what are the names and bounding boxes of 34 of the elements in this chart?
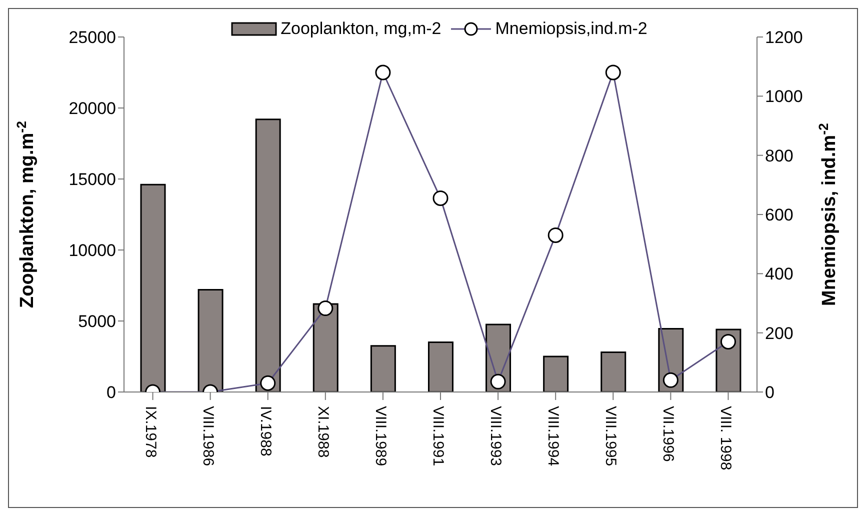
y2-tick-label: 1000 [765, 87, 803, 106]
bar [370, 345, 396, 392]
bar [140, 184, 166, 392]
y-tick-label: 10000 [68, 241, 116, 260]
bar [543, 356, 569, 392]
y2-tick-label: 1200 [765, 28, 803, 48]
x-tick-label: VIII.1991 [430, 406, 446, 466]
y2-tick-label: 600 [765, 206, 794, 225]
y2-tick-label: 0 [765, 383, 774, 402]
bar [198, 289, 224, 392]
x-tick-label: VIII.1989 [372, 406, 389, 466]
y-tick-label: 0 [106, 383, 116, 402]
y-tick-label: 5000 [78, 312, 116, 332]
bar [428, 342, 454, 392]
x-tick-label: VIII.1995 [602, 406, 620, 466]
y2-tick-label: 800 [765, 146, 794, 166]
bar [255, 118, 281, 392]
y-tick-label: 25000 [68, 28, 116, 48]
x-tick-label: VII.1996 [660, 406, 677, 462]
x-tick-label: VIII.1993 [487, 406, 504, 466]
legend-label: Zooplankton, mg,m-2 [280, 19, 442, 39]
legend-label: Mnemiopsis,ind.m-2 [495, 19, 648, 39]
x-tick-label: VIII. 1998 [717, 406, 734, 470]
x-tick-label: VIII.1986 [199, 406, 216, 466]
x-tick-label: VIII.1994 [544, 406, 562, 466]
bar [600, 351, 626, 392]
x-tick-label: IX.1978 [142, 406, 159, 458]
y2-tick-label: 400 [765, 264, 794, 284]
bar [312, 303, 338, 392]
y-tick-label: 20000 [68, 99, 116, 118]
x-tick-label: IV.1988 [256, 406, 274, 456]
y2-tick-label: 200 [765, 324, 794, 343]
y-tick-label: 15000 [68, 170, 116, 190]
x-tick-label: XI.1988 [314, 406, 332, 458]
